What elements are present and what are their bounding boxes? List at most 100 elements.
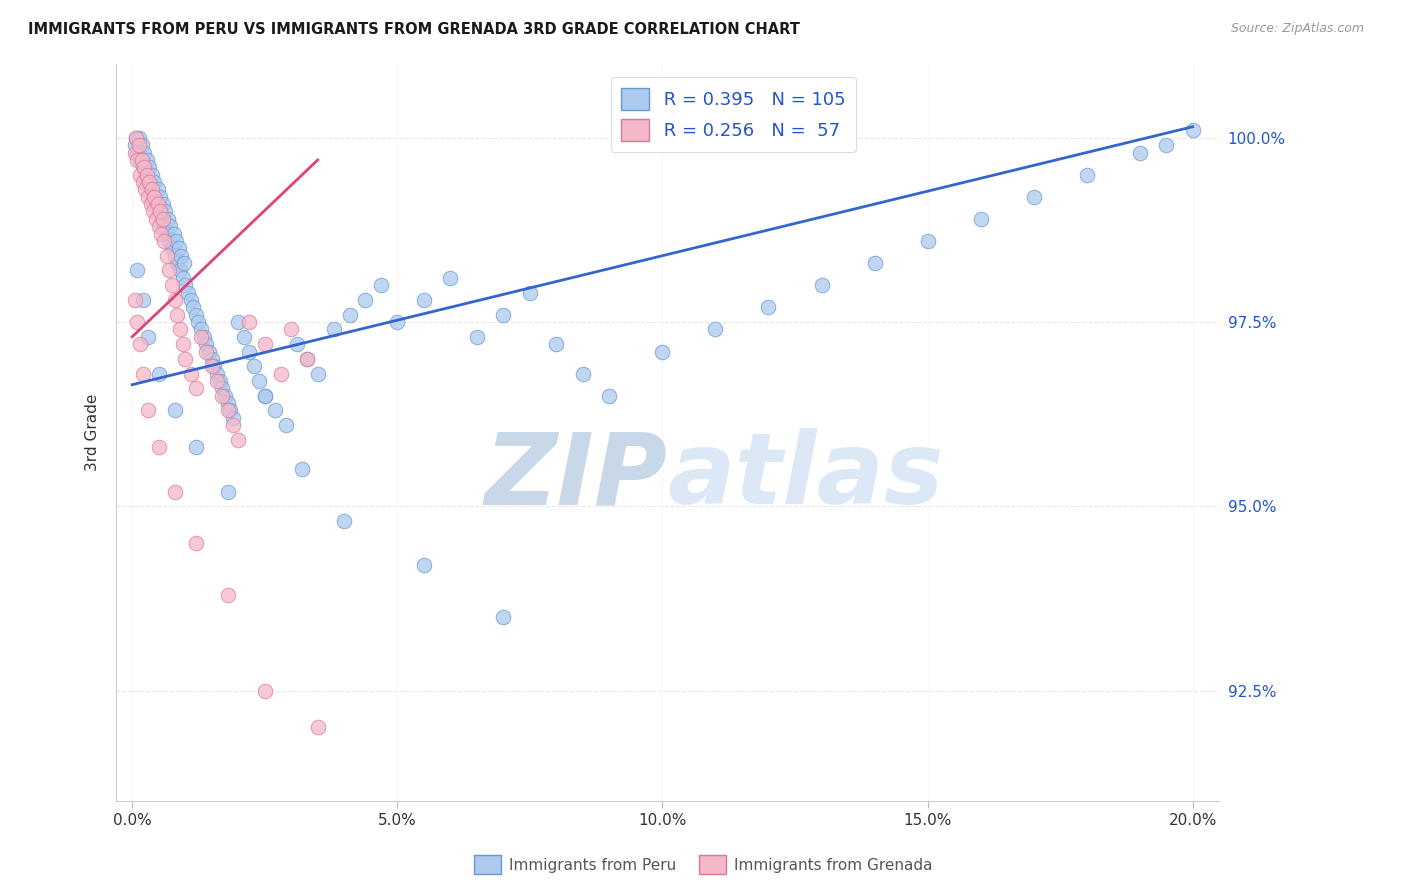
- Y-axis label: 3rd Grade: 3rd Grade: [86, 394, 100, 471]
- Point: [969, 211, 991, 226]
- Point: [128, 130, 150, 145]
- Point: [152, 211, 174, 226]
- Point: [127, 145, 149, 160]
- Point: [253, 337, 276, 351]
- Point: [129, 337, 152, 351]
- Point: [184, 381, 207, 395]
- Point: [160, 278, 183, 293]
- Point: [152, 197, 174, 211]
- Point: [339, 308, 361, 322]
- Legend:  R = 0.395   N = 105,  R = 0.256   N =  57: R = 0.395 N = 105, R = 0.256 N = 57: [610, 77, 856, 152]
- Point: [143, 175, 166, 189]
- Point: [124, 293, 146, 307]
- Point: [295, 351, 318, 366]
- Point: [132, 367, 155, 381]
- Point: [172, 337, 194, 351]
- Point: [156, 249, 179, 263]
- Point: [132, 161, 155, 175]
- Point: [222, 418, 245, 433]
- Point: [1129, 145, 1152, 160]
- Point: [387, 315, 409, 329]
- Point: [153, 219, 176, 234]
- Point: [160, 241, 183, 255]
- Point: [201, 351, 224, 366]
- Point: [136, 330, 159, 344]
- Point: [163, 249, 186, 263]
- Point: [149, 190, 172, 204]
- Point: [270, 367, 292, 381]
- Point: [651, 344, 673, 359]
- Point: [153, 234, 176, 248]
- Point: [141, 168, 163, 182]
- Point: [146, 182, 169, 196]
- Point: [917, 234, 939, 248]
- Point: [572, 367, 595, 381]
- Point: [139, 182, 162, 196]
- Point: [205, 367, 228, 381]
- Point: [149, 204, 172, 219]
- Point: [127, 315, 149, 329]
- Point: [127, 263, 149, 277]
- Point: [249, 374, 271, 388]
- Point: [148, 367, 170, 381]
- Point: [238, 315, 260, 329]
- Point: [184, 536, 207, 550]
- Point: [141, 182, 163, 196]
- Point: [598, 389, 620, 403]
- Point: [129, 168, 152, 182]
- Point: [226, 315, 249, 329]
- Point: [142, 190, 165, 204]
- Point: [307, 367, 329, 381]
- Point: [333, 514, 356, 528]
- Point: [492, 308, 515, 322]
- Point: [202, 359, 225, 374]
- Point: [134, 168, 156, 182]
- Point: [214, 389, 236, 403]
- Point: [253, 683, 276, 698]
- Point: [232, 330, 254, 344]
- Point: [169, 263, 191, 277]
- Point: [219, 403, 242, 417]
- Point: [132, 145, 155, 160]
- Point: [173, 256, 195, 270]
- Point: [222, 410, 245, 425]
- Point: [129, 153, 152, 167]
- Point: [217, 403, 239, 417]
- Point: [157, 234, 180, 248]
- Point: [217, 588, 239, 602]
- Point: [136, 153, 159, 167]
- Point: [291, 462, 314, 476]
- Legend: Immigrants from Peru, Immigrants from Grenada: Immigrants from Peru, Immigrants from Gr…: [467, 849, 939, 880]
- Point: [226, 433, 249, 447]
- Point: [169, 322, 191, 336]
- Point: [184, 308, 207, 322]
- Point: [124, 145, 146, 160]
- Point: [198, 344, 221, 359]
- Point: [195, 337, 218, 351]
- Point: [172, 270, 194, 285]
- Point: [142, 204, 165, 219]
- Point: [131, 153, 153, 167]
- Point: [145, 211, 167, 226]
- Point: [211, 381, 233, 395]
- Point: [136, 168, 159, 182]
- Point: [285, 337, 308, 351]
- Point: [1076, 168, 1098, 182]
- Point: [134, 182, 156, 196]
- Point: [322, 322, 344, 336]
- Point: [174, 351, 197, 366]
- Point: [863, 256, 886, 270]
- Point: [280, 322, 302, 336]
- Point: [138, 175, 160, 189]
- Point: [211, 389, 233, 403]
- Point: [1022, 190, 1045, 204]
- Point: [132, 293, 155, 307]
- Point: [177, 285, 200, 300]
- Point: [274, 418, 297, 433]
- Point: [439, 270, 461, 285]
- Point: [136, 403, 159, 417]
- Point: [166, 256, 188, 270]
- Text: ZIP: ZIP: [485, 428, 668, 525]
- Point: [136, 190, 159, 204]
- Point: [1154, 138, 1177, 153]
